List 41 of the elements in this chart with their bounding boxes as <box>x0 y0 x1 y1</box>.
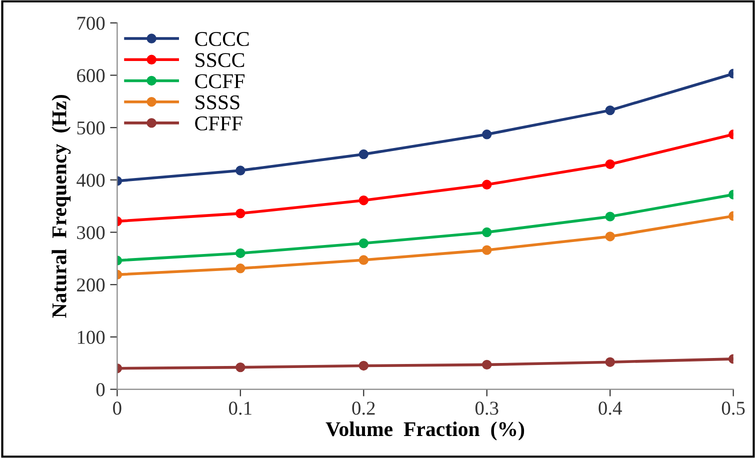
y-axis-title: Natural Frequency (Hz) <box>52 94 71 318</box>
point <box>605 159 615 170</box>
y-tick-label: 400 <box>76 174 105 187</box>
point <box>236 362 246 372</box>
point <box>358 238 368 248</box>
y-tick-label: 600 <box>77 69 105 82</box>
point <box>236 208 246 218</box>
point <box>605 357 615 367</box>
point <box>482 180 492 190</box>
legend-label: CCCC <box>195 32 249 46</box>
point <box>482 245 492 255</box>
point <box>605 105 615 116</box>
legend-label: CCFF <box>195 74 244 88</box>
point <box>358 255 368 265</box>
legend-label: CFFF <box>195 116 242 130</box>
point <box>482 130 492 140</box>
point <box>358 360 368 371</box>
x-tick-label: 0 <box>113 402 122 415</box>
point <box>482 227 492 238</box>
y-tick-label: 500 <box>77 121 105 135</box>
y-tick-label: 200 <box>77 278 105 292</box>
x-tick-label: 0.4 <box>598 402 622 415</box>
x-tick-label: 0.2 <box>352 402 375 415</box>
point <box>358 149 368 160</box>
point <box>358 195 368 206</box>
x-tick-label: 0.1 <box>228 402 252 415</box>
point <box>482 360 492 370</box>
y-tick-label: 300 <box>77 226 105 240</box>
point <box>605 212 615 222</box>
x-axis-title: Volume Fraction (%) <box>326 422 524 440</box>
y-tick-label: 700 <box>77 16 105 30</box>
point <box>605 232 615 242</box>
x-tick-label: 0.3 <box>475 402 498 415</box>
y-tick-label: 100 <box>78 330 105 344</box>
legend-label: SSCC <box>196 53 244 68</box>
point <box>236 264 246 274</box>
legend-label: SSSS <box>196 95 240 110</box>
point <box>236 166 246 176</box>
y-tick-label: 0 <box>96 383 105 396</box>
x-tick-label: 0.5 <box>722 402 745 415</box>
point <box>236 248 246 258</box>
